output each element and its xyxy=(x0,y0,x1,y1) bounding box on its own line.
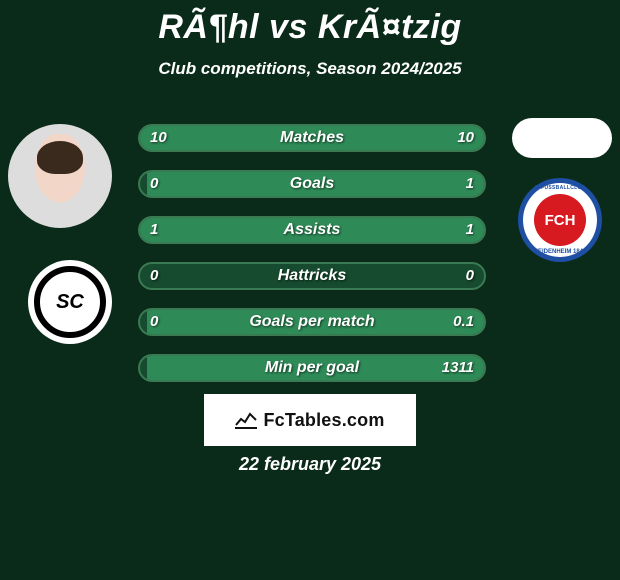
watermark-text: FcTables.com xyxy=(263,410,384,431)
club-ring-text: HEIDENHEIM 1846 xyxy=(523,249,597,255)
stat-value-right: 1 xyxy=(466,218,474,242)
page-title: RÃ¶hl vs KrÃ¤tzig xyxy=(0,0,620,47)
stat-row: 0Goals1 xyxy=(138,170,486,198)
stat-row: 0Goals per match0.1 xyxy=(138,308,486,336)
date-text: 22 february 2025 xyxy=(0,454,620,475)
club-ring-text: 1. FUSSBALLCLUB xyxy=(523,185,597,191)
stat-value-right: 1311 xyxy=(442,356,474,380)
stat-label: Assists xyxy=(140,218,484,242)
watermark: FcTables.com xyxy=(204,394,416,446)
player-left-avatar xyxy=(8,124,112,228)
club-right-logo: 1. FUSSBALLCLUB FCH HEIDENHEIM 1846 xyxy=(518,178,602,262)
stat-label: Matches xyxy=(140,126,484,150)
shield-icon: 1. FUSSBALLCLUB FCH HEIDENHEIM 1846 xyxy=(518,178,602,262)
stat-row: 1Assists1 xyxy=(138,216,486,244)
player-right-avatar xyxy=(512,118,612,158)
stat-row: 0Hattricks0 xyxy=(138,262,486,290)
stat-value-right: 0 xyxy=(466,264,474,288)
stat-label: Goals per match xyxy=(140,310,484,334)
subtitle: Club competitions, Season 2024/2025 xyxy=(0,59,620,79)
stat-value-right: 10 xyxy=(457,126,474,150)
stat-label: Min per goal xyxy=(140,356,484,380)
stat-value-right: 0.1 xyxy=(453,310,474,334)
chart-icon xyxy=(235,411,257,429)
stats-panel: 10Matches100Goals11Assists10Hattricks00G… xyxy=(138,124,486,400)
stat-row: 10Matches10 xyxy=(138,124,486,152)
stat-row: Min per goal1311 xyxy=(138,354,486,382)
stat-label: Goals xyxy=(140,172,484,196)
stat-label: Hattricks xyxy=(140,264,484,288)
club-abbrev: FCH xyxy=(534,194,586,246)
club-left-logo: SC xyxy=(28,260,112,344)
shield-icon: SC xyxy=(34,266,106,338)
stat-value-right: 1 xyxy=(466,172,474,196)
face-icon xyxy=(24,134,97,217)
